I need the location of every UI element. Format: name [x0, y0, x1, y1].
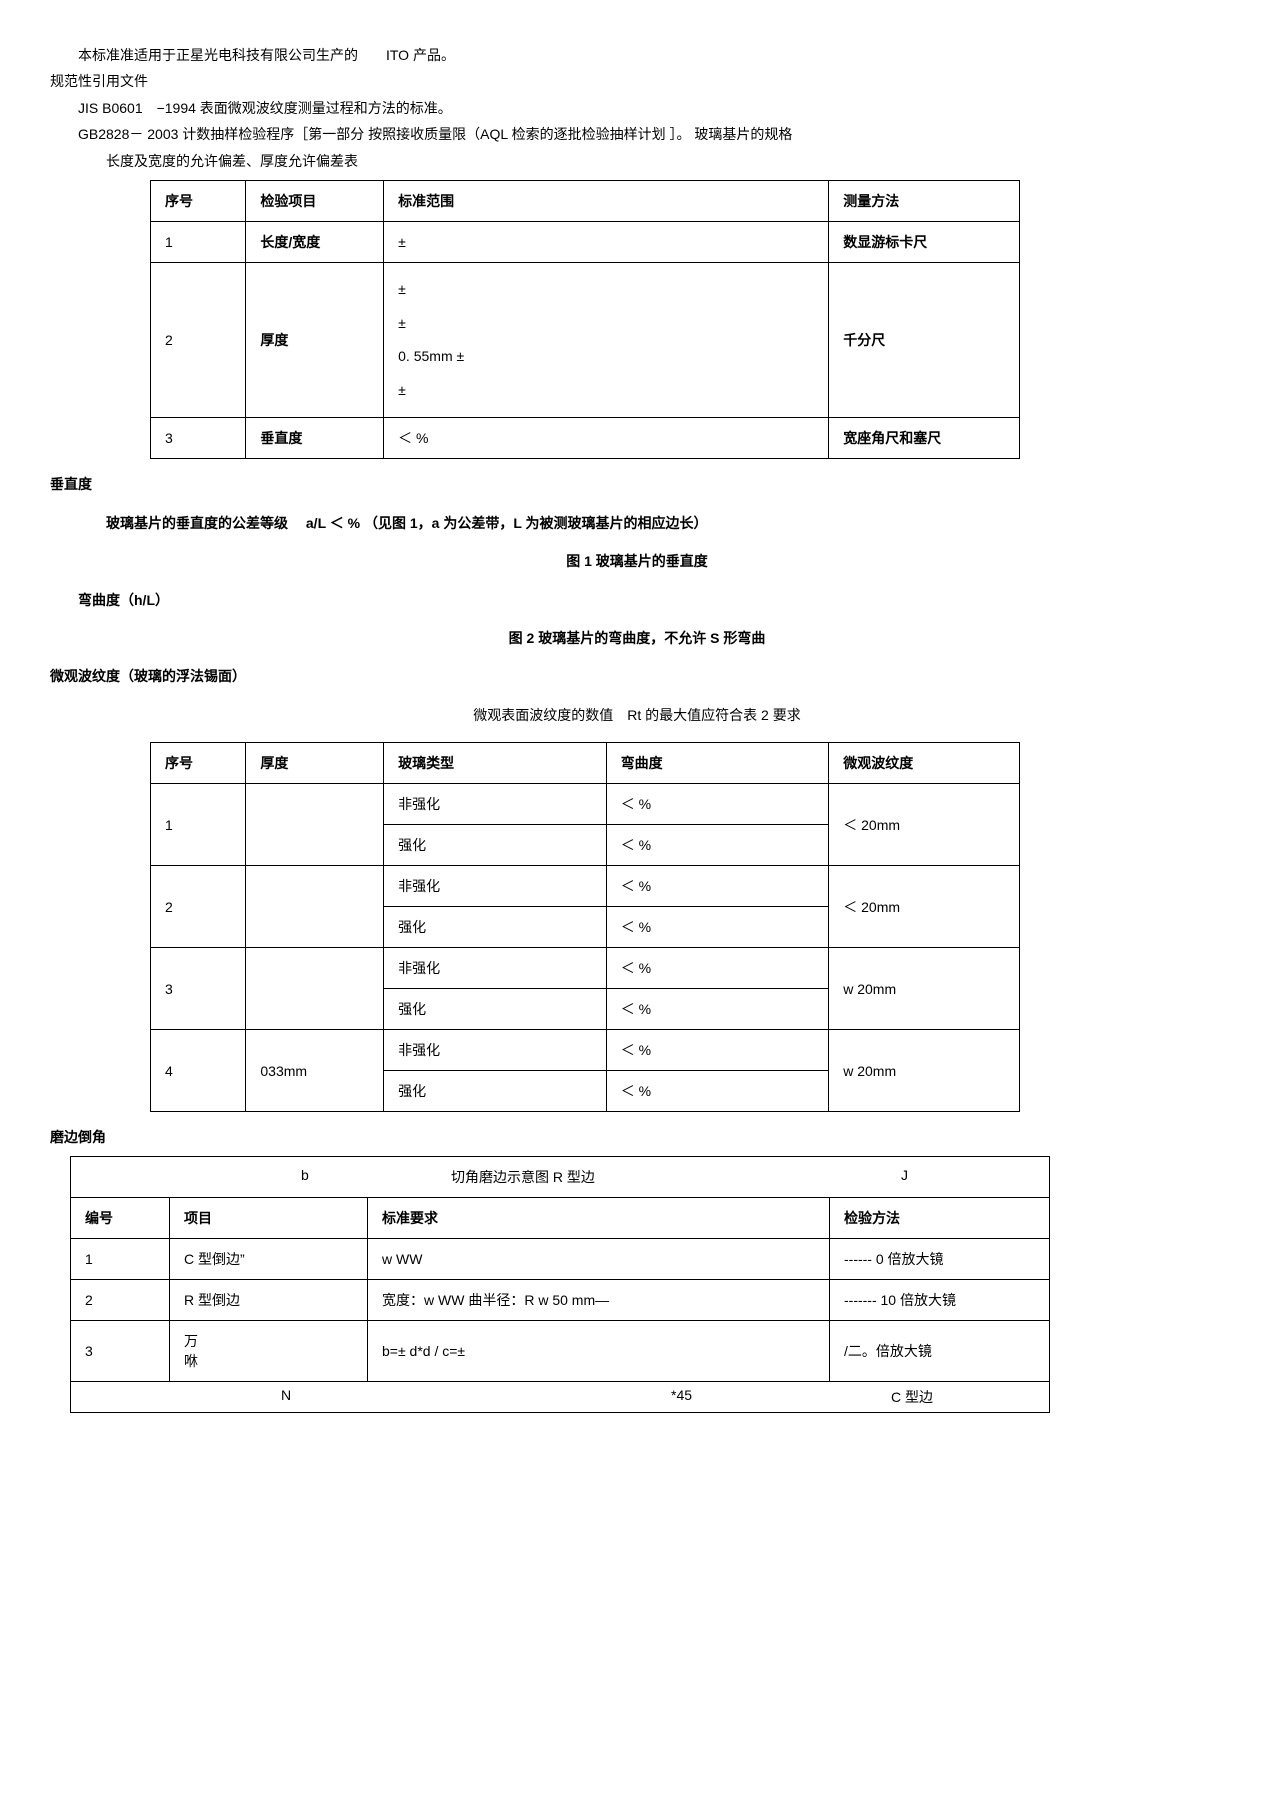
t2r3-wave: w 20mm [829, 948, 1020, 1030]
t2r2-thick [246, 866, 384, 948]
diagram-j: J [901, 1167, 908, 1183]
t3r2-method: ------- 10 倍放大镜 [830, 1280, 1050, 1321]
t1r1-item: 长度/宽度 [246, 221, 384, 262]
t3r3-no: 3 [71, 1321, 170, 1382]
intro-p3: JIS B0601 −1994 表面微观波纹度测量过程和方法的标准。 [50, 97, 1224, 119]
t3r1-no: 1 [71, 1239, 170, 1280]
t1r1-no: 1 [151, 221, 246, 262]
t2r1-thick [246, 784, 384, 866]
t2h1: 序号 [151, 743, 246, 784]
t2r2-bend1: ＜ % [606, 866, 829, 907]
t3h2: 项目 [170, 1198, 368, 1239]
diagram-title: 切角磨边示意图 R 型边 [451, 1167, 595, 1187]
t3r1-method: ------ 0 倍放大镜 [830, 1239, 1050, 1280]
perp-caption: 图 1 玻璃基片的垂直度 [50, 550, 1224, 572]
bend-caption: 图 2 玻璃基片的弯曲度，不允许 S 形弯曲 [50, 627, 1224, 649]
t2r3-bend1: ＜ % [606, 948, 829, 989]
t3r2-item: R 型倒边 [170, 1280, 368, 1321]
t2h3: 玻璃类型 [384, 743, 607, 784]
footer-n: N [281, 1387, 291, 1403]
t1r2-l2: ± [398, 307, 814, 341]
t2h2: 厚度 [246, 743, 384, 784]
th-no: 序号 [151, 180, 246, 221]
t2r1-bend2: ＜ % [606, 825, 829, 866]
t1r2-no: 2 [151, 262, 246, 417]
intro-p4: GB2828－ 2003 计数抽样检验程序［第一部分 按照接收质量限（AQL 检… [50, 123, 1224, 145]
t2r4-wave: w 20mm [829, 1030, 1020, 1112]
t2r4-thick: 033mm [246, 1030, 384, 1112]
t1r3-range: ＜ % [384, 418, 829, 459]
t1r2-l1: ± [398, 273, 814, 307]
perp-desc: 玻璃基片的垂直度的公差等级 a/L ＜ % （见图 1，a 为公差带，L 为被测… [50, 512, 1224, 534]
table-tolerances: 序号 检验项目 标准范围 测量方法 1 长度/宽度 ± 数显游标卡尺 2 厚度 … [150, 180, 1020, 459]
footer-mid: *45 [671, 1387, 692, 1403]
t2r2-type1: 非强化 [384, 866, 607, 907]
t2r2-no: 2 [151, 866, 246, 948]
intro-p1: 本标准准适用于正星光电科技有限公司生产的 ITO 产品。 [50, 44, 1224, 66]
intro-p5: 长度及宽度的允许偏差、厚度允许偏差表 [50, 150, 1224, 172]
t1r1-range: ± [384, 221, 829, 262]
t3r3-method: /二。倍放大镜 [830, 1321, 1050, 1382]
t1r2-method: 千分尺 [829, 262, 1020, 417]
chamfer-diagram: b 切角磨边示意图 R 型边 J [71, 1157, 1049, 1197]
t2r1-bend1: ＜ % [606, 784, 829, 825]
t2r2-type2: 强化 [384, 907, 607, 948]
t3r1-req: w WW [368, 1239, 830, 1280]
t1r3-method: 宽座角尺和塞尺 [829, 418, 1020, 459]
t1r2-l4: ± [398, 374, 814, 408]
t3r1-item: C 型倒边” [170, 1239, 368, 1280]
t2r3-type1: 非强化 [384, 948, 607, 989]
t2r1-type1: 非强化 [384, 784, 607, 825]
t2r1-wave: ＜ 20mm [829, 784, 1020, 866]
t1r3-no: 3 [151, 418, 246, 459]
t2r2-wave: ＜ 20mm [829, 866, 1020, 948]
t2h5: 微观波纹度 [829, 743, 1020, 784]
th-range: 标准范围 [384, 180, 829, 221]
t2r1-type2: 强化 [384, 825, 607, 866]
intro-p2: 规范性引用文件 [50, 70, 1224, 92]
micro-title: 微观波纹度（玻璃的浮法锡面） [50, 665, 1224, 687]
t1r2-l3: 0. 55mm ± [398, 340, 814, 374]
t3h1: 编号 [71, 1198, 170, 1239]
t2r2-bend2: ＜ % [606, 907, 829, 948]
t2r4-no: 4 [151, 1030, 246, 1112]
t1r2-range: ± ± 0. 55mm ± ± [384, 262, 829, 417]
diagram-b: b [301, 1167, 309, 1183]
t3h4: 检验方法 [830, 1198, 1050, 1239]
t3h3: 标准要求 [368, 1198, 830, 1239]
t2r1-no: 1 [151, 784, 246, 866]
t2r3-bend2: ＜ % [606, 989, 829, 1030]
t1r2-item: 厚度 [246, 262, 384, 417]
t3r2-no: 2 [71, 1280, 170, 1321]
t2r4-bend2: ＜ % [606, 1071, 829, 1112]
t2r3-thick [246, 948, 384, 1030]
table-micro: 序号 厚度 玻璃类型 弯曲度 微观波纹度 1 非强化 ＜ % ＜ 20mm 强化… [150, 742, 1020, 1112]
t2h4: 弯曲度 [606, 743, 829, 784]
th-item: 检验项目 [246, 180, 384, 221]
perp-title: 垂直度 [50, 473, 1224, 495]
t2r3-type2: 强化 [384, 989, 607, 1030]
t3r2-req: 宽度：w WW 曲半径：R w 50 mm— [368, 1280, 830, 1321]
t3r3-item: 万 咻 [170, 1321, 368, 1382]
bend-title: 弯曲度（h/L） [50, 589, 1224, 611]
chamfer-footer: N *45 C 型边 [71, 1382, 1049, 1412]
chamfer-title: 磨边倒角 [50, 1126, 1224, 1148]
t2r4-bend1: ＜ % [606, 1030, 829, 1071]
table-chamfer: b 切角磨边示意图 R 型边 J 编号 项目 标准要求 检验方法 1 C 型倒边… [70, 1156, 1050, 1413]
t1r1-method: 数显游标卡尺 [829, 221, 1020, 262]
t2r4-type2: 强化 [384, 1071, 607, 1112]
t3r3-req: b=± d*d / c=± [368, 1321, 830, 1382]
t2r4-type1: 非强化 [384, 1030, 607, 1071]
micro-caption: 微观表面波纹度的数值 Rt 的最大值应符合表 2 要求 [50, 704, 1224, 726]
th-method: 测量方法 [829, 180, 1020, 221]
footer-label: C 型边 [891, 1387, 933, 1407]
t2r3-no: 3 [151, 948, 246, 1030]
t1r3-item: 垂直度 [246, 418, 384, 459]
